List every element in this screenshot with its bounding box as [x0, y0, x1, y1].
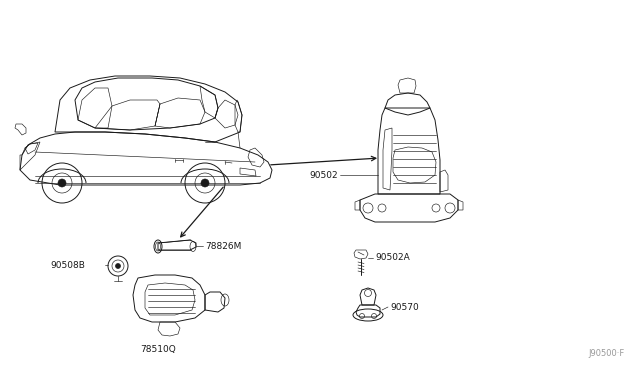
Text: 78510Q: 78510Q	[140, 345, 176, 354]
Circle shape	[201, 179, 209, 187]
Text: 78826M: 78826M	[205, 241, 241, 250]
Circle shape	[58, 179, 66, 187]
Text: 90502: 90502	[309, 170, 338, 180]
Text: J90500·F: J90500·F	[589, 349, 625, 358]
Text: 90502A: 90502A	[375, 253, 410, 263]
Text: 90570: 90570	[390, 302, 419, 311]
Circle shape	[115, 263, 120, 269]
Text: 90508B: 90508B	[50, 260, 85, 269]
